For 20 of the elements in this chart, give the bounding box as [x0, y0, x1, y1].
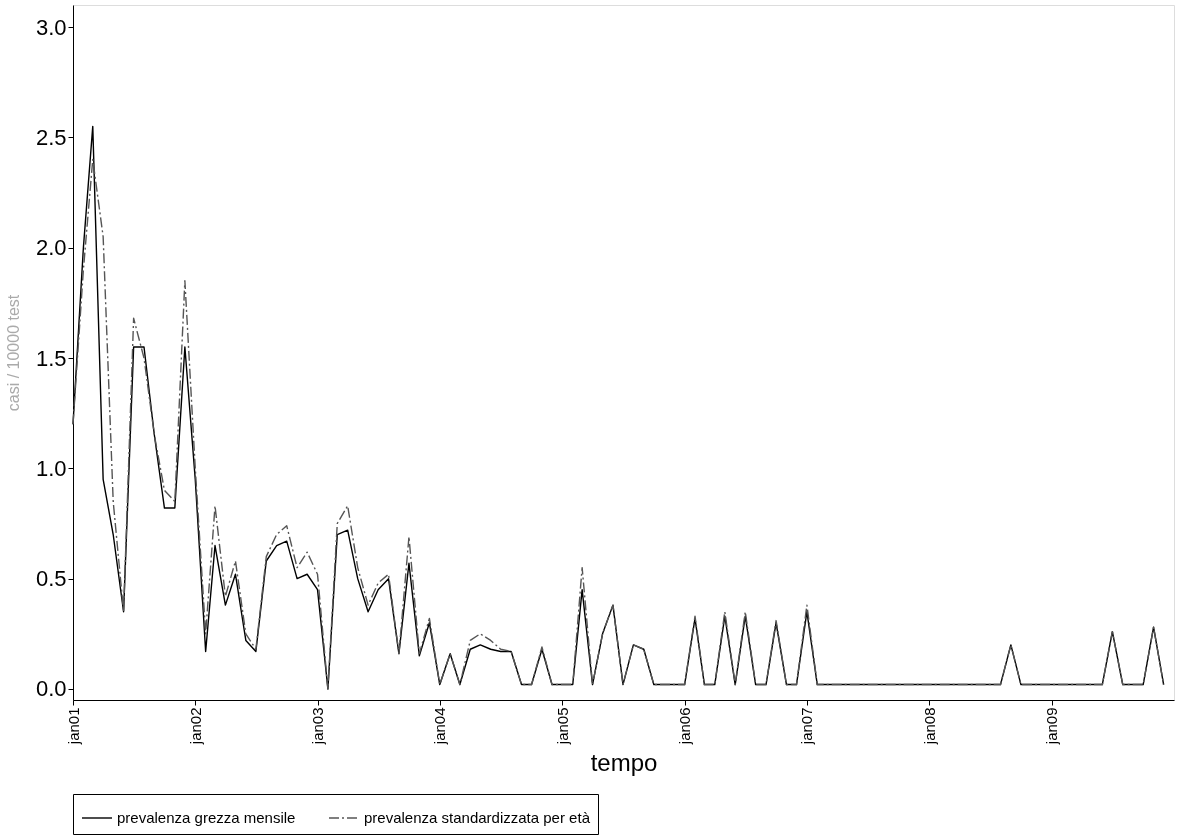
y-tick-label: 3.0 — [35, 14, 67, 40]
y-tick-label: 0.5 — [35, 566, 67, 592]
y-tick-label: 1.0 — [35, 455, 67, 481]
x-tick-label: jan09 — [1043, 707, 1061, 746]
x-tick-label: jan07 — [798, 707, 816, 746]
x-tick-label: jan06 — [676, 707, 694, 746]
x-axis-title: tempo — [590, 749, 658, 777]
x-tick-label: jan04 — [431, 707, 449, 746]
x-tick-label: jan01 — [64, 707, 82, 746]
x-tick-label: jan05 — [553, 707, 571, 746]
legend-label: prevalenza standardizzata per età — [364, 809, 591, 826]
y-tick-label: 0.0 — [35, 676, 67, 702]
x-tick-label: jan08 — [920, 707, 938, 746]
y-axis-title: casi / 10000 test — [4, 294, 22, 412]
y-tick-label: 2.0 — [35, 235, 67, 261]
y-tick-label: 1.5 — [35, 345, 67, 371]
y-tick-label: 2.5 — [35, 124, 67, 150]
x-tick-label: jan02 — [186, 707, 204, 746]
legend-label: prevalenza grezza mensile — [117, 809, 296, 826]
x-tick-label: jan03 — [309, 707, 327, 746]
